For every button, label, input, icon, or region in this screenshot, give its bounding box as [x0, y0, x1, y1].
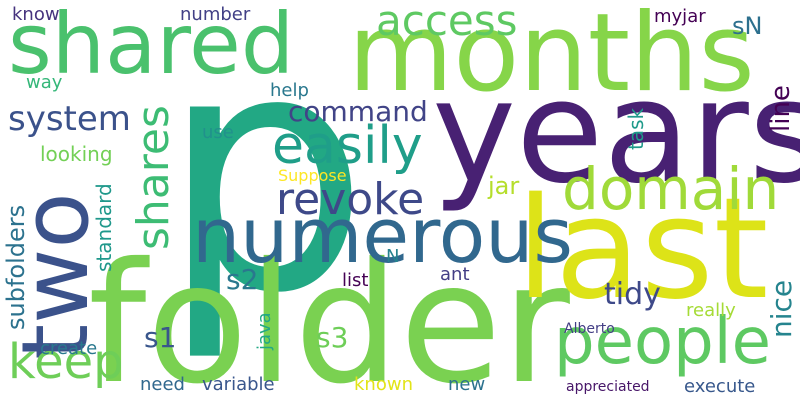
word-task: task	[624, 107, 648, 150]
word-execute: execute	[684, 376, 756, 397]
word-create: create	[40, 338, 98, 359]
word-sN: sN	[732, 12, 763, 40]
word-months: months	[348, 0, 755, 116]
word-numerous: numerous	[192, 191, 573, 280]
word-revoke: revoke	[276, 174, 425, 225]
word-command: command	[288, 95, 428, 128]
word-list: list	[342, 270, 369, 291]
word-myjar: myjar	[654, 6, 706, 27]
word-way: way	[26, 72, 63, 93]
word-last: last	[516, 168, 769, 331]
word-tidy: tidy	[604, 277, 661, 312]
word-access: access	[376, 0, 518, 45]
word-known: known	[354, 374, 413, 395]
word-number: number	[180, 4, 251, 25]
word-folder: folder	[88, 228, 570, 400]
word-ant: ant	[440, 264, 470, 285]
word-people: people	[554, 305, 771, 379]
word-shared: shared	[8, 0, 295, 93]
word-need: need	[140, 374, 185, 395]
word-years: years	[432, 50, 800, 215]
word-system: system	[8, 99, 131, 139]
word-s2: s2	[226, 263, 259, 296]
word-subfolders: subfolders	[2, 204, 30, 330]
word-s1: s1	[144, 321, 177, 354]
word-p: p	[160, 0, 370, 365]
word-help: help	[270, 80, 309, 101]
word-use: use	[202, 122, 234, 143]
word-know: know	[12, 4, 60, 25]
word-appreciated: appreciated	[566, 379, 650, 395]
word-N: N	[386, 246, 400, 267]
word-standard: standard	[92, 183, 116, 272]
word-looking: looking	[40, 142, 113, 166]
word-keep: keep	[8, 334, 124, 390]
word-domain: domain	[562, 155, 780, 223]
word-Suppose: Suppose	[278, 166, 347, 185]
word-new: new	[448, 374, 486, 395]
word-s3: s3	[316, 321, 349, 354]
word-easily: easily	[272, 116, 423, 176]
word-nice: nice	[765, 279, 798, 338]
word-java: java	[254, 312, 275, 350]
word-jar: jar	[488, 172, 520, 200]
word-Alberto: Alberto	[564, 321, 615, 337]
word-really: really	[686, 300, 736, 321]
word-line: line	[766, 85, 796, 132]
word-shares: shares	[128, 105, 179, 250]
word-variable: variable	[202, 374, 275, 395]
